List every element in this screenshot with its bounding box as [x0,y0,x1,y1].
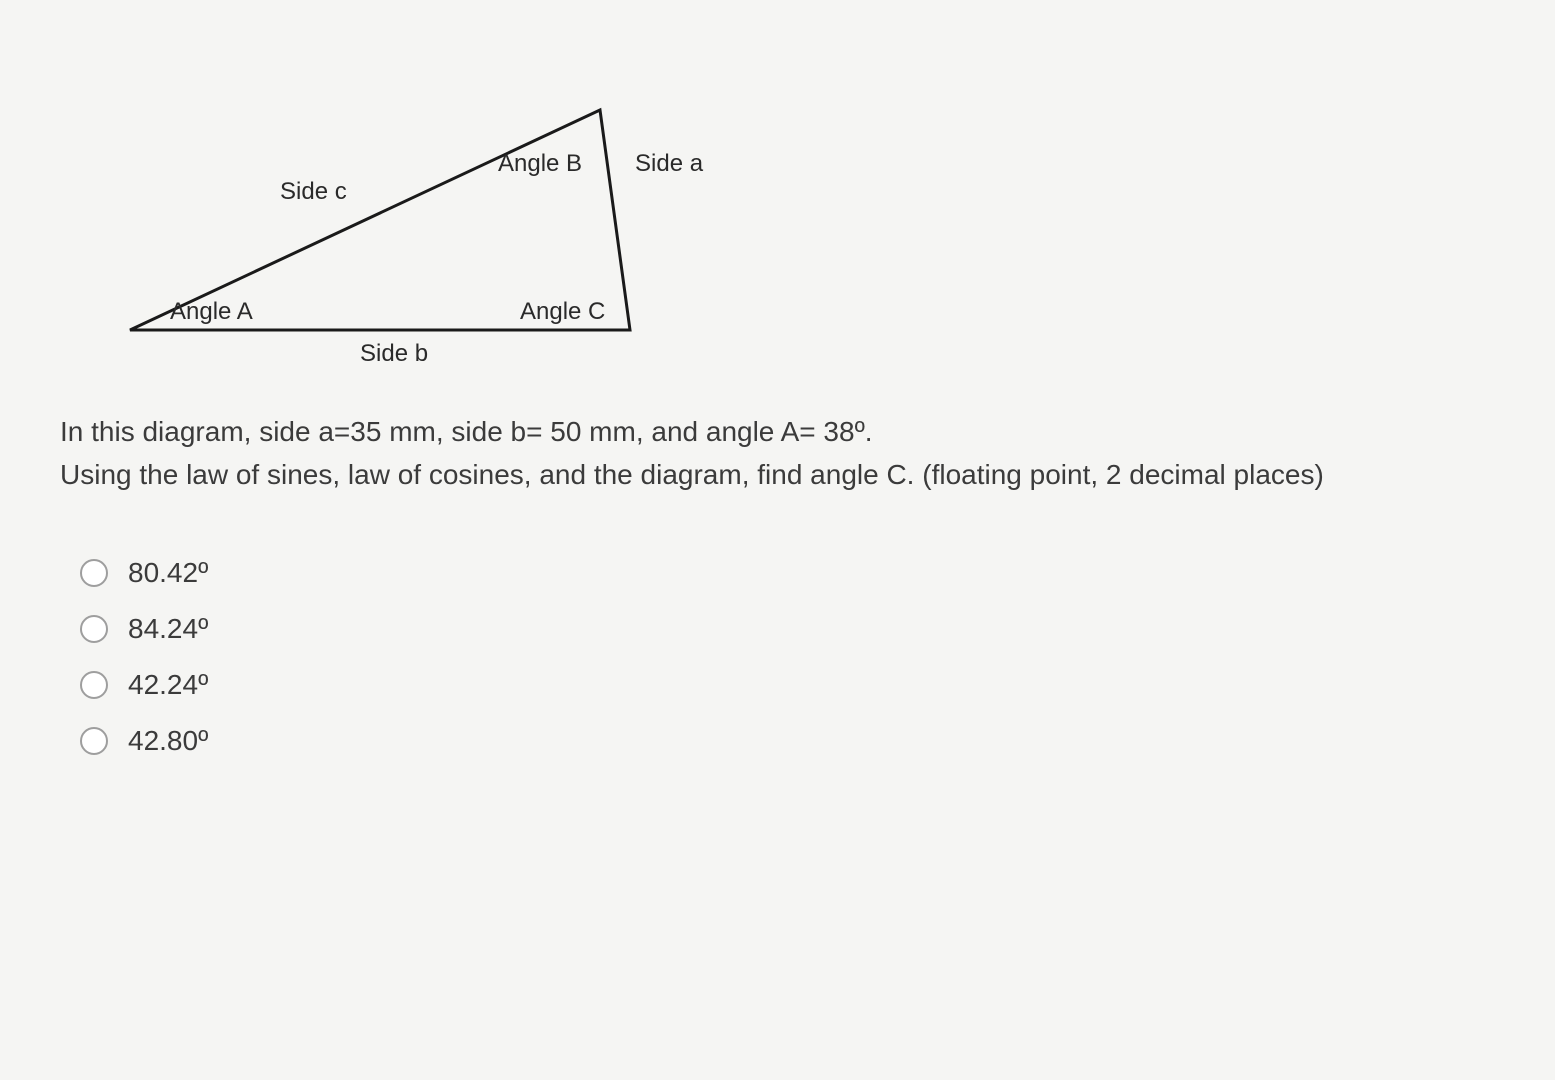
option-label: 42.24º [128,669,208,701]
triangle-svg [100,50,720,380]
option-label: 42.80º [128,725,208,757]
question-text: In this diagram, side a=35 mm, side b= 5… [60,410,1440,497]
label-angle-b: Angle B [498,150,582,178]
radio-icon[interactable] [80,615,108,643]
label-side-c: Side c [280,178,347,206]
option-label: 80.42º [128,557,208,589]
answer-options: 80.42º 84.24º 42.24º 42.80º [80,557,1495,757]
label-angle-c: Angle C [520,298,605,326]
option-3[interactable]: 42.80º [80,725,1495,757]
option-2[interactable]: 42.24º [80,669,1495,701]
radio-icon[interactable] [80,559,108,587]
label-side-b: Side b [360,340,428,368]
label-side-a: Side a [635,150,703,178]
radio-icon[interactable] [80,727,108,755]
label-angle-a: Angle A [170,298,253,326]
question-line2: Using the law of sines, law of cosines, … [60,459,1324,490]
option-0[interactable]: 80.42º [80,557,1495,589]
option-1[interactable]: 84.24º [80,613,1495,645]
triangle-shape [130,110,630,330]
option-label: 84.24º [128,613,208,645]
question-line1: In this diagram, side a=35 mm, side b= 5… [60,416,873,447]
radio-icon[interactable] [80,671,108,699]
triangle-diagram: Side c Angle B Side a Angle A Angle C Si… [100,50,720,380]
